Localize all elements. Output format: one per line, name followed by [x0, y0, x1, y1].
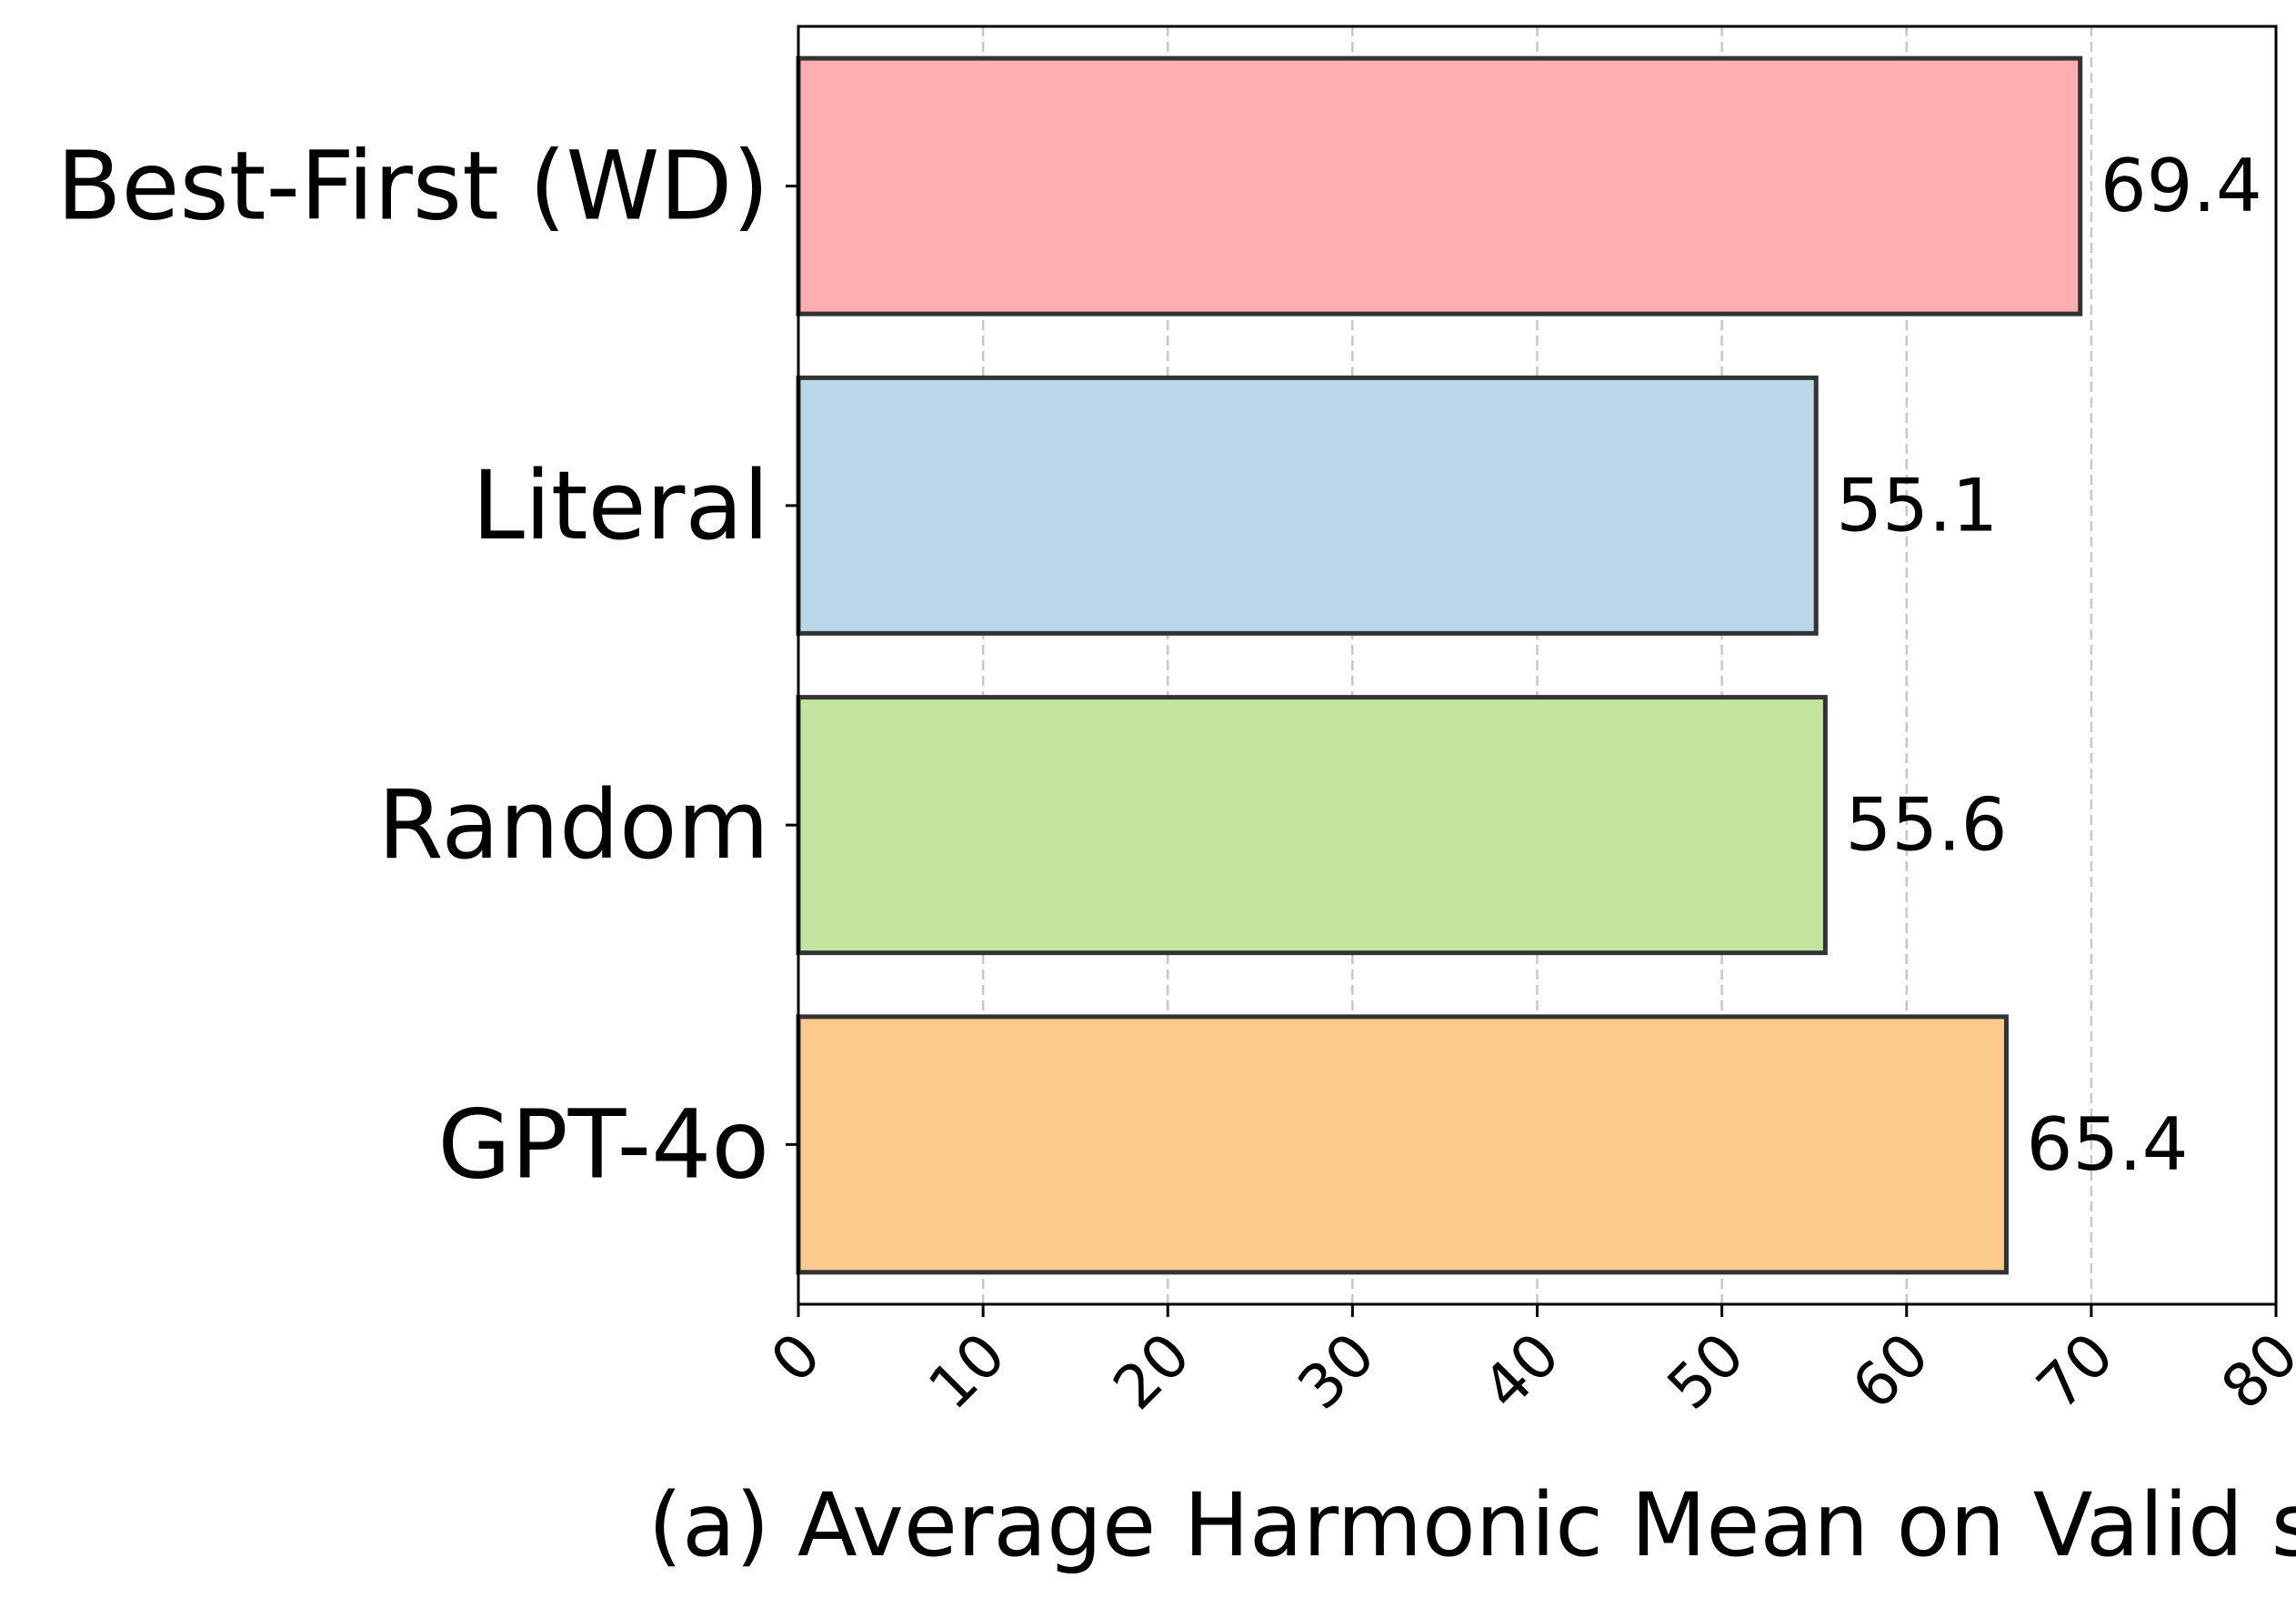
x-tick-label: 10 [916, 1320, 1019, 1423]
x-tick-label: 80 [2208, 1320, 2296, 1423]
y-tick-label: Random [377, 769, 769, 880]
x-tick-label: 20 [1100, 1320, 1204, 1423]
data-label: 69.4 [2100, 144, 2262, 228]
x-axis-title: (a) Average Harmonic Mean on Valid set [648, 1474, 2296, 1576]
x-tick-label: 50 [1654, 1320, 1758, 1423]
x-tick-label: 40 [1469, 1320, 1573, 1423]
x-axis: 0 10 20 30 40 50 60 70 80 [757, 1304, 2296, 1423]
x-tick-label: 70 [2023, 1320, 2127, 1423]
x-tick-label: 30 [1285, 1320, 1389, 1423]
y-tick-label: GPT-4o [437, 1089, 769, 1200]
x-tick-label: 60 [1839, 1320, 1942, 1423]
x-tick-label: 0 [757, 1320, 834, 1396]
y-tick-label: Literal [472, 450, 769, 561]
bar [796, 695, 1828, 956]
data-label: 65.4 [2026, 1102, 2188, 1187]
data-label: 55.1 [1836, 463, 1998, 548]
bar [796, 1014, 2009, 1275]
y-tick-label: Best-First (WD) [56, 131, 769, 242]
bars: 69.4 55.1 55.6 65.4 [796, 55, 2262, 1275]
bar [796, 375, 1819, 636]
data-label: 55.6 [1845, 783, 2007, 868]
bar [796, 55, 2083, 317]
y-axis: Best-First (WD) Literal Random GPT-4o [56, 131, 798, 1200]
